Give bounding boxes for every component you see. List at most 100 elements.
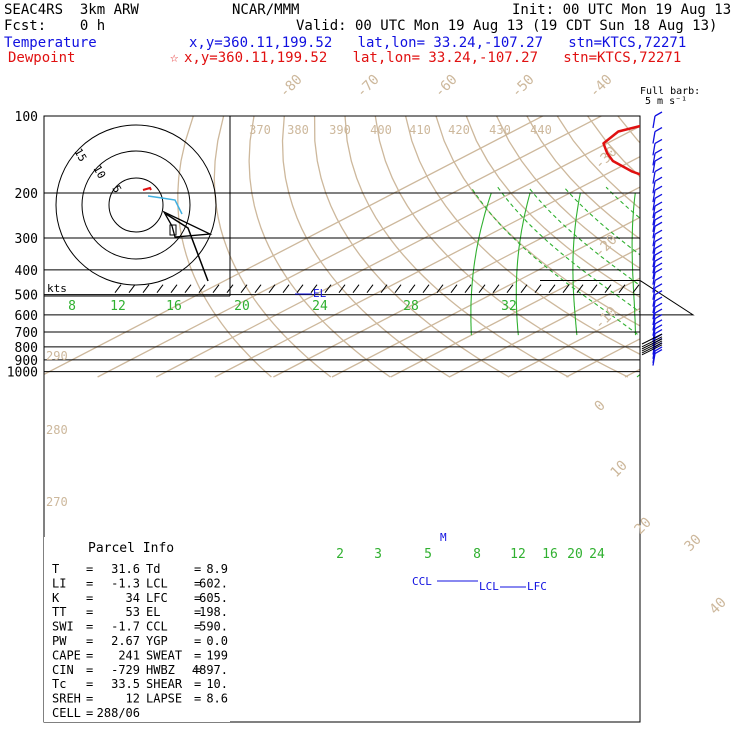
dry-adiabat — [404, 116, 640, 356]
wind-barb — [654, 126, 663, 133]
mixing-ratio-label: 16 — [166, 299, 182, 314]
mixing-ratio-label: 12 — [110, 299, 126, 314]
hatch-mark — [310, 284, 318, 293]
theta-label: 270 — [46, 495, 68, 509]
parcel-eq: = — [86, 706, 93, 720]
parcel-eq: = — [194, 591, 201, 605]
barb-note: Full barb: — [640, 86, 701, 97]
hatch-mark — [562, 284, 570, 293]
isotherm-label: -50 — [509, 72, 538, 101]
theta-label: 370 — [249, 123, 271, 137]
isotherm-line — [273, 186, 640, 378]
mixing-ratio-label: 32 — [501, 299, 517, 314]
isotherm-label: -60 — [432, 72, 461, 101]
parcel-eq: = — [86, 634, 93, 648]
wind-barb — [652, 205, 656, 219]
wind-barb — [654, 256, 663, 262]
parcel-key: SWI — [52, 620, 74, 634]
wind-barb — [654, 302, 663, 308]
wind-barb — [654, 111, 663, 117]
wind-barb — [652, 213, 656, 226]
wind-barb — [652, 190, 656, 203]
hatch-mark — [618, 284, 626, 293]
theta-label: 410 — [409, 123, 431, 137]
wind-barb — [652, 198, 656, 211]
wind-barb — [654, 324, 663, 330]
isotherm-line — [331, 216, 640, 378]
parcel-value: 602. — [199, 576, 228, 590]
parcel-value: 8.6 — [206, 692, 228, 706]
wind-barb — [652, 241, 656, 254]
wind-barb — [654, 262, 663, 268]
mixing-ratio-label: 12 — [510, 547, 526, 562]
hodograph-ring-label: 10 — [90, 163, 108, 181]
plot-frame — [43, 115, 695, 723]
parcel-eq: = — [194, 634, 201, 648]
hatch-mark — [170, 284, 178, 293]
isotherm-label: 0 — [592, 398, 609, 415]
isotherm-label: -80 — [277, 72, 306, 101]
theta-label: 420 — [448, 123, 470, 137]
wind-barb — [654, 201, 663, 207]
pressure-tick-label: 200 — [15, 187, 38, 202]
background-lines — [44, 116, 740, 378]
wind-barb — [652, 248, 656, 261]
hatch-mark — [128, 284, 136, 293]
pressure-tick-label: 100 — [15, 110, 38, 125]
hatch-mark — [240, 284, 248, 293]
wind-barb — [654, 176, 663, 182]
parcel-key: LCL — [146, 576, 168, 590]
dry-adiabat — [648, 116, 740, 377]
wind-barb — [652, 353, 656, 366]
wind-barb — [652, 131, 656, 144]
wind-barb — [652, 219, 656, 233]
isotherm-line — [624, 368, 640, 378]
mixing-ratio-line — [636, 373, 640, 378]
wind-barb — [652, 323, 656, 336]
marker-label-lcl: LCL — [479, 580, 499, 593]
parcel-eq: = — [194, 620, 201, 634]
parcel-eq: = — [86, 692, 93, 706]
parcel-key: SHEAR — [146, 677, 183, 691]
parcel-value: 198. — [199, 605, 228, 619]
parcel-value: 33.5 — [111, 677, 140, 691]
wind-barb — [652, 280, 656, 293]
marker-label-m: M — [440, 531, 447, 544]
hatch-mark — [604, 284, 612, 293]
wind-barb — [652, 266, 656, 280]
wind-barb — [654, 208, 663, 214]
wind-barb — [652, 143, 656, 156]
parcel-eq: = — [194, 677, 201, 691]
hatch-mark — [212, 284, 220, 293]
parcel-eq: = — [86, 562, 93, 576]
hatch-mark — [590, 284, 598, 293]
isotherm-label: 20 — [632, 515, 655, 538]
isotherm-line — [390, 247, 640, 378]
dry-adiabat — [465, 116, 640, 298]
parcel-key: LI — [52, 576, 66, 590]
hodograph-ring — [81, 150, 191, 260]
dewpoint-legend: Dewpoint — [8, 50, 76, 66]
hatch-mark — [156, 284, 164, 293]
wind-barb — [652, 312, 656, 326]
barb-note-units: 5 m s⁻¹ — [645, 96, 688, 107]
parcel-eq: = — [86, 663, 93, 677]
dry-adiabat — [374, 116, 629, 378]
plot-border — [43, 115, 641, 723]
isotherm-label: -10 — [592, 304, 621, 333]
parcel-key: CAPE — [52, 648, 81, 662]
wind-barb — [654, 237, 663, 243]
dry-adiabat — [177, 116, 272, 378]
mixing-ratio-line — [668, 295, 740, 377]
hatch-mark — [548, 284, 556, 293]
pressure-tick-label: 900 — [15, 354, 38, 369]
wind-barb — [654, 148, 663, 154]
parcel-key: T — [52, 562, 59, 576]
wind-barb-lower — [641, 338, 663, 350]
parcel-value: -1.7 — [111, 620, 140, 634]
theta-label: 290 — [46, 349, 68, 363]
parcel-eq: = — [194, 692, 201, 706]
wind-barb — [654, 308, 663, 314]
wind-barb — [654, 268, 663, 274]
pressure-tick-label: 1000 — [7, 366, 38, 381]
